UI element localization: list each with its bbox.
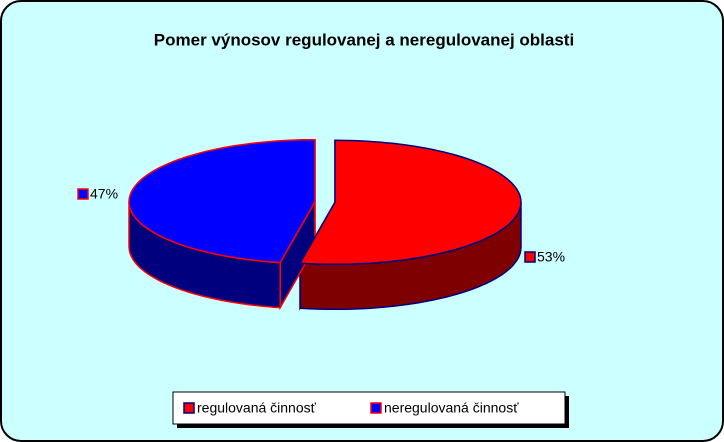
slice: [128, 138, 316, 264]
data-label: 47%: [90, 186, 118, 202]
legend-swatch: [183, 402, 195, 414]
legend-label: regulovaná činnosť: [197, 400, 317, 416]
chart-title: Pomer výnosov regulovanej a neregulovane…: [154, 30, 574, 49]
slice: [298, 139, 522, 266]
legend-swatch: [370, 402, 382, 414]
legend-box: [172, 391, 566, 425]
label-key: [77, 188, 89, 200]
data-label: 53%: [537, 249, 565, 265]
label-key: [524, 251, 536, 263]
legend-label: neregulovaná činnosť: [384, 400, 519, 416]
